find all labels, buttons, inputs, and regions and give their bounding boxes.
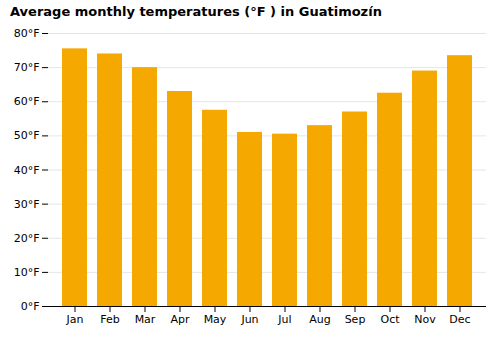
svg-text:Mar: Mar <box>135 313 156 326</box>
svg-text:Apr: Apr <box>170 313 190 326</box>
svg-text:0°F: 0°F <box>21 300 40 313</box>
svg-text:50°F: 50°F <box>14 129 40 142</box>
svg-text:80°F: 80°F <box>14 27 40 40</box>
svg-text:May: May <box>204 313 227 326</box>
svg-text:Jul: Jul <box>277 313 291 326</box>
svg-text:10°F: 10°F <box>14 266 40 279</box>
svg-text:70°F: 70°F <box>14 61 40 74</box>
svg-text:60°F: 60°F <box>14 95 40 108</box>
svg-text:Jun: Jun <box>240 313 258 326</box>
svg-text:Aug: Aug <box>309 313 330 326</box>
svg-text:20°F: 20°F <box>14 232 40 245</box>
svg-text:Dec: Dec <box>449 313 470 326</box>
svg-text:Feb: Feb <box>100 313 119 326</box>
svg-text:Jan: Jan <box>66 313 84 326</box>
svg-text:Nov: Nov <box>414 313 436 326</box>
html-text:Average monthly temperatures (: Average monthly temperatures (°F ) in Gu… <box>10 4 382 19</box>
svg-text:Sep: Sep <box>345 313 366 326</box>
svg-text:30°F: 30°F <box>14 198 40 211</box>
svg-text:40°F: 40°F <box>14 164 40 177</box>
svg-text:Oct: Oct <box>380 313 400 326</box>
